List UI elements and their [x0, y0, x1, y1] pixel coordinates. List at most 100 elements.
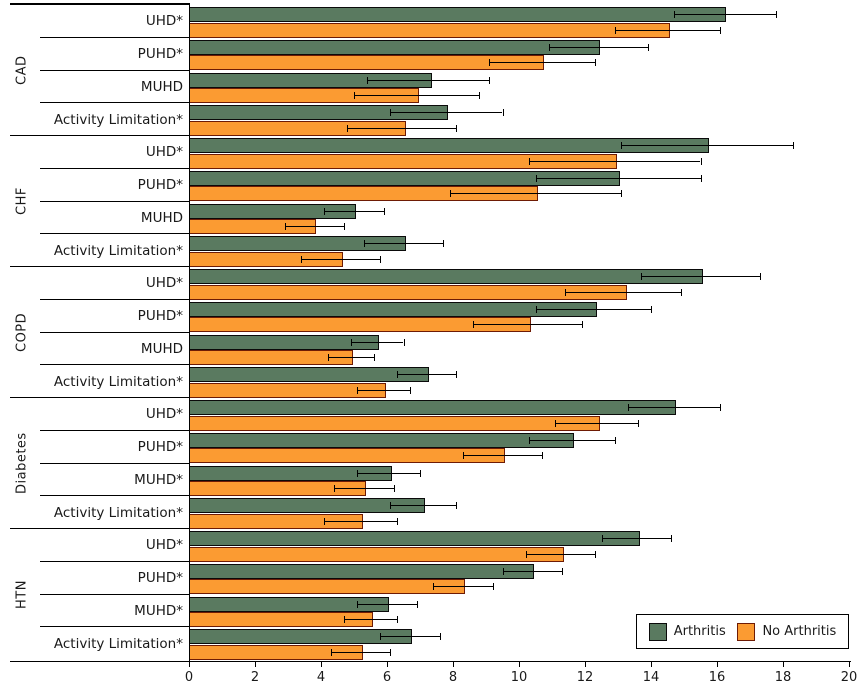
- category-separator: [40, 626, 189, 628]
- x-tick-label: 0: [184, 670, 194, 685]
- error-bar-cap-low: [390, 109, 392, 117]
- category-label: UHD*: [145, 144, 183, 161]
- x-axis-tick: [849, 661, 850, 667]
- category-label: MUHD*: [134, 471, 183, 488]
- error-bar-cap-high: [594, 59, 596, 67]
- category-label: PUHD*: [137, 570, 183, 587]
- error-bar-cap-high: [420, 469, 421, 477]
- category-separator: [40, 36, 189, 38]
- x-axis-tick: [585, 661, 586, 667]
- error-bar-cap-high: [614, 436, 616, 444]
- error-bar-cap-high: [621, 190, 623, 198]
- error-bar-line: [357, 389, 411, 391]
- error-bar-line: [433, 586, 493, 588]
- category-label: Activity Limitation*: [53, 635, 183, 652]
- error-bar-cap-low: [363, 240, 365, 248]
- x-axis-tick: [321, 661, 322, 667]
- category-separator: [40, 233, 189, 235]
- legend-item-no-arthritis: No Arthritis: [737, 622, 836, 641]
- error-bar-line: [357, 472, 420, 474]
- error-bar-cap-low: [601, 535, 603, 542]
- category-separator: [40, 102, 189, 104]
- category-label: MUHD*: [134, 602, 183, 619]
- category-label: UHD*: [145, 406, 183, 423]
- error-bar-cap-low: [324, 517, 326, 525]
- error-bar-cap-low: [357, 469, 359, 477]
- bar-arthritis: [189, 432, 574, 448]
- error-bar-cap-low: [627, 404, 629, 411]
- error-bar-line: [449, 193, 622, 195]
- error-bar-cap-high: [637, 419, 639, 427]
- bar-arthritis: [189, 7, 726, 22]
- error-bar-line: [528, 160, 701, 162]
- error-bar-cap-low: [390, 502, 392, 510]
- bar-no-arthritis: [189, 284, 627, 300]
- error-bar-cap-high: [720, 404, 722, 411]
- error-bar-cap-high: [759, 273, 761, 280]
- category-label: Activity Limitation*: [53, 111, 183, 128]
- error-bar-line: [601, 538, 671, 539]
- bar-no-arthritis: [189, 382, 386, 398]
- error-bar-cap-low: [327, 354, 329, 361]
- error-bar-cap-low: [528, 157, 530, 165]
- error-bar-line: [565, 291, 681, 293]
- category-separator: [40, 364, 189, 366]
- x-tick-label: 10: [510, 670, 528, 685]
- error-bar-line: [472, 324, 582, 326]
- group-separator: [10, 528, 189, 529]
- error-bar-cap-low: [350, 338, 352, 346]
- category-label: UHD*: [145, 275, 183, 292]
- group-separator: [10, 397, 189, 398]
- error-bar-line: [621, 145, 793, 146]
- group-separator: [10, 266, 189, 267]
- category-label: UHD*: [145, 537, 183, 554]
- category-separator: [40, 200, 189, 202]
- category-separator: [40, 462, 189, 464]
- error-bar-cap-high: [416, 600, 418, 608]
- legend-item-arthritis: Arthritis: [648, 622, 726, 641]
- error-bar-cap-low: [472, 321, 474, 329]
- error-bar-cap-low: [614, 26, 616, 34]
- error-bar-line: [330, 651, 391, 653]
- error-bar-line: [528, 439, 615, 441]
- bar-arthritis: [189, 269, 703, 284]
- bar-arthritis: [189, 563, 535, 579]
- error-bar-cap-high: [561, 567, 563, 575]
- error-bar-cap-high: [792, 142, 794, 149]
- bar-arthritis: [189, 39, 601, 55]
- error-bar-line: [489, 62, 595, 64]
- error-bar-cap-low: [489, 59, 491, 67]
- x-axis-tick: [651, 661, 652, 667]
- category-separator: [40, 69, 189, 71]
- category-separator: [40, 495, 189, 497]
- error-bar-cap-low: [396, 371, 398, 379]
- x-tick-label: 14: [642, 670, 660, 685]
- x-axis-tick: [387, 661, 388, 667]
- error-bar-cap-high: [502, 109, 504, 117]
- error-bar-line: [535, 177, 701, 179]
- group-separator: [10, 3, 189, 4]
- group-label-htn: HTN: [14, 580, 30, 609]
- bar-arthritis: [189, 400, 677, 415]
- error-bar-cap-low: [334, 485, 336, 492]
- error-bar-cap-low: [324, 207, 326, 215]
- error-bar-cap-low: [357, 386, 359, 394]
- error-bar-cap-low: [621, 142, 623, 149]
- error-bar-cap-high: [396, 517, 398, 525]
- error-bar-line: [614, 29, 721, 31]
- error-bar-line: [390, 505, 457, 507]
- error-bar-line: [284, 226, 345, 227]
- error-bar-line: [324, 210, 384, 212]
- no-arthritis-swatch-icon: [737, 622, 756, 641]
- category-label: MUHD: [140, 209, 183, 226]
- group-label-copd: COPD: [14, 312, 30, 353]
- error-bar-line: [334, 488, 394, 489]
- error-bar-cap-low: [462, 452, 464, 460]
- error-bar-cap-high: [443, 240, 445, 248]
- x-axis-line: [10, 661, 851, 662]
- x-tick-label: 2: [250, 670, 260, 685]
- error-bar-cap-high: [651, 305, 652, 313]
- group-label-cad: CAD: [14, 55, 30, 86]
- bar-no-arthritis: [189, 546, 564, 562]
- x-axis-tick: [717, 661, 718, 667]
